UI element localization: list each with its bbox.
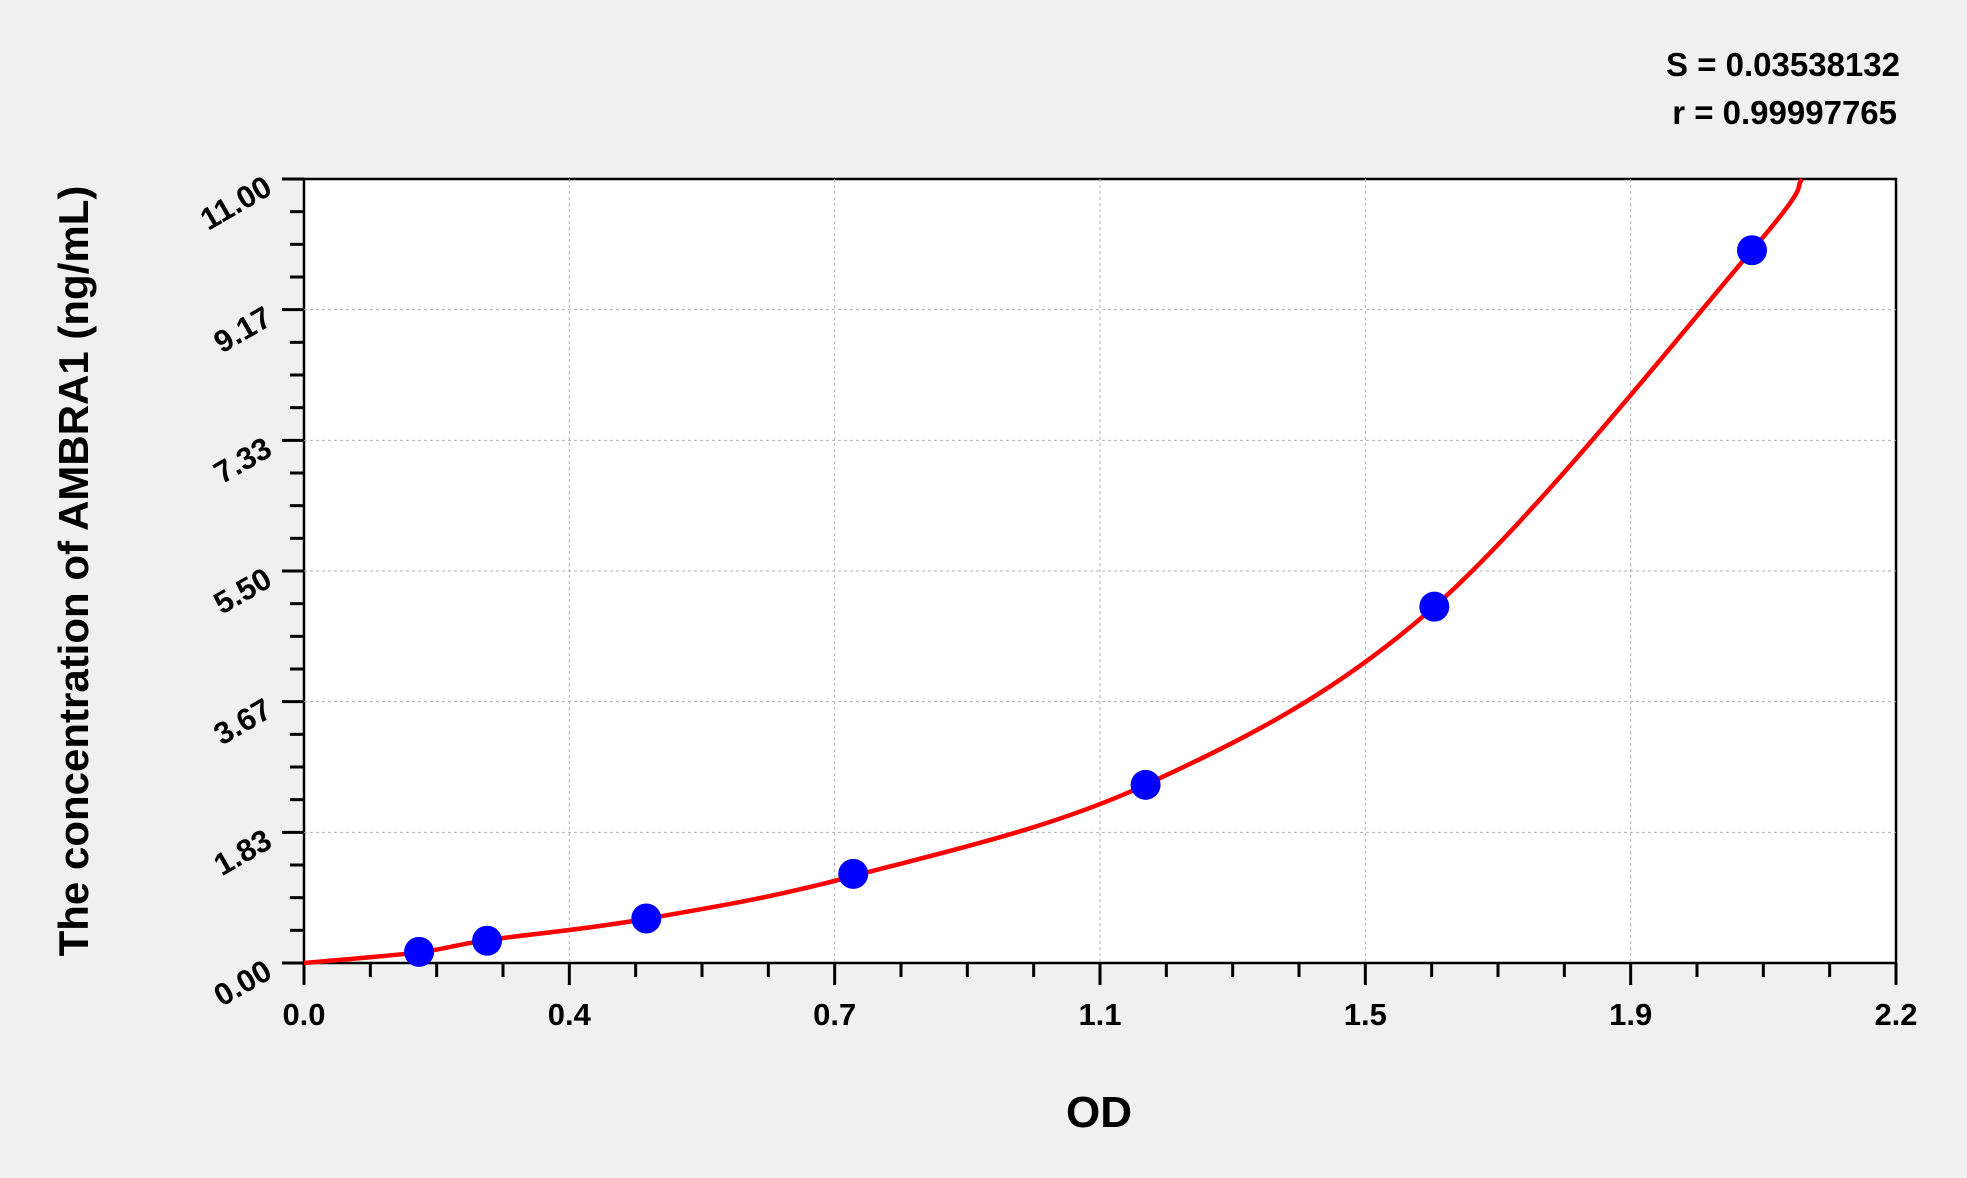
x-tick-label: 2.2 xyxy=(1874,997,1917,1032)
y-tick-label: 5.50 xyxy=(208,561,278,621)
y-tick-label: 9.17 xyxy=(208,299,278,359)
data-point xyxy=(404,936,435,967)
grid-lines xyxy=(304,179,1896,963)
axis-ticks xyxy=(282,177,1898,985)
x-tick-label: 1.5 xyxy=(1344,997,1387,1032)
y-tick-label: 0.00 xyxy=(208,953,278,1013)
data-points xyxy=(404,235,1767,967)
x-tick-label: 1.1 xyxy=(1078,997,1121,1032)
data-point xyxy=(1130,769,1161,800)
x-tick-label: 0.7 xyxy=(813,997,856,1032)
y-tick-label: 3.67 xyxy=(208,691,278,751)
x-tick-label: 0.0 xyxy=(282,997,325,1032)
data-point xyxy=(472,925,503,956)
annotation-r: r = 0.99997765 xyxy=(1672,94,1897,131)
annotation-s: S = 0.03538132 xyxy=(1666,46,1900,83)
y-tick-label: 11.00 xyxy=(194,169,277,237)
x-tick-label: 0.4 xyxy=(548,997,592,1032)
data-point xyxy=(631,903,662,934)
y-tick-label: 7.33 xyxy=(208,430,278,490)
data-point xyxy=(838,858,869,889)
x-axis-label: OD xyxy=(1066,1088,1132,1137)
y-tick-label: 1.83 xyxy=(208,822,278,882)
data-point xyxy=(1736,235,1767,266)
data-point xyxy=(1419,591,1450,622)
y-axis-label: The concentration of AMBRA1 (ng/mL) xyxy=(50,186,97,957)
x-tick-label: 1.9 xyxy=(1609,997,1652,1032)
